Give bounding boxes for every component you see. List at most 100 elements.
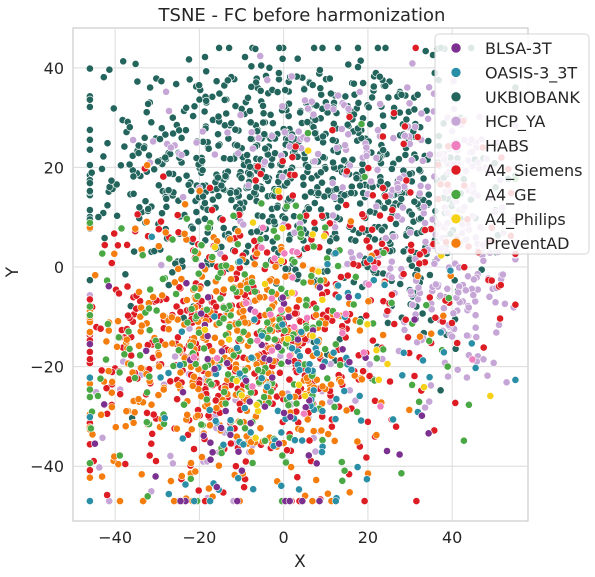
scatter-point [321,345,329,354]
scatter-point [174,175,183,184]
scatter-point [181,480,190,489]
scatter-point [389,232,398,241]
scatter-point [379,345,388,354]
scatter-point [160,414,169,422]
scatter-point [201,362,210,371]
scatter-point [430,259,439,268]
scatter-point [130,408,139,417]
scatter-point [290,171,299,179]
scatter-point [284,305,293,314]
scatter-point [253,249,261,258]
scatter-point [298,497,307,505]
scatter-point [164,325,173,334]
scatter-point [314,150,322,158]
scatter-point [177,133,186,142]
scatter-point [124,327,133,336]
scatter-point [251,176,260,185]
scatter-point [234,474,243,483]
scatter-point [179,388,187,397]
scatter-point [334,262,342,270]
scatter-point [219,285,228,294]
scatter-point [175,126,183,135]
scatter-point [113,342,121,351]
scatter-point [334,91,342,100]
scatter-point [277,359,286,368]
scatter-point [381,192,390,201]
scatter-point [366,255,375,264]
scatter-point [102,337,111,346]
scatter-point [511,300,520,309]
scatter-point [293,248,301,257]
scatter-point [275,439,283,448]
scatter-point [257,374,266,383]
scatter-point [142,217,151,226]
scatter-point [336,361,345,369]
scatter-point [291,201,300,210]
scatter-point [263,248,271,257]
scatter-point [141,197,150,206]
scatter-point [273,88,282,96]
scatter-point [295,296,303,304]
scatter-point [147,118,156,127]
scatter-point [311,447,320,456]
scatter-point [166,477,175,485]
legend-label: A4_GE [485,185,537,205]
scatter-point [274,69,283,77]
x-axis-label: X [294,552,306,572]
scatter-point [344,60,353,69]
scatter-point [472,333,481,341]
scatter-point [383,447,391,455]
scatter-point [252,78,260,87]
scatter-point [359,367,367,376]
scatter-point [91,271,100,280]
scatter-point [115,368,124,377]
scatter-point [369,82,378,91]
scatter-point [198,156,207,165]
scatter-point [387,290,396,299]
scatter-point [381,44,390,52]
scatter-point [265,63,274,72]
scatter-point [201,53,209,61]
scatter-point [268,373,277,382]
scatter-point [86,135,94,144]
scatter-point [331,223,339,232]
scatter-point [214,130,222,139]
scatter-point [378,132,387,141]
scatter-point [239,306,248,315]
scatter-point [278,320,287,329]
scatter-point [305,436,314,445]
scatter-point [383,360,392,368]
scatter-point [312,476,321,484]
scatter-point [295,366,304,374]
scatter-point [225,335,233,344]
scatter-point [152,457,160,465]
scatter-point [86,497,94,505]
scatter-point [177,275,186,283]
scatter-point [140,133,149,142]
scatter-point [362,151,371,160]
scatter-point [359,348,368,357]
scatter-point [461,286,470,295]
scatter-point [252,183,261,192]
scatter-point [248,278,256,287]
scatter-point [421,226,429,234]
scatter-point [217,181,226,190]
scatter-point [98,433,107,442]
scatter-point [208,347,217,355]
scatter-point [373,44,382,52]
scatter-point [349,300,358,309]
scatter-point [110,229,119,238]
scatter-point [168,339,177,348]
scatter-point [250,260,259,269]
scatter-point [183,318,192,327]
scatter-point [142,346,151,355]
scatter-point [208,448,217,457]
scatter-point [511,375,520,384]
scatter-point [87,424,95,433]
scatter-point [454,288,463,297]
scatter-point [355,88,364,96]
scatter-point [161,153,170,162]
scatter-point [143,408,151,417]
scatter-point [334,293,343,302]
legend-label: BLSA-3T [485,39,552,58]
